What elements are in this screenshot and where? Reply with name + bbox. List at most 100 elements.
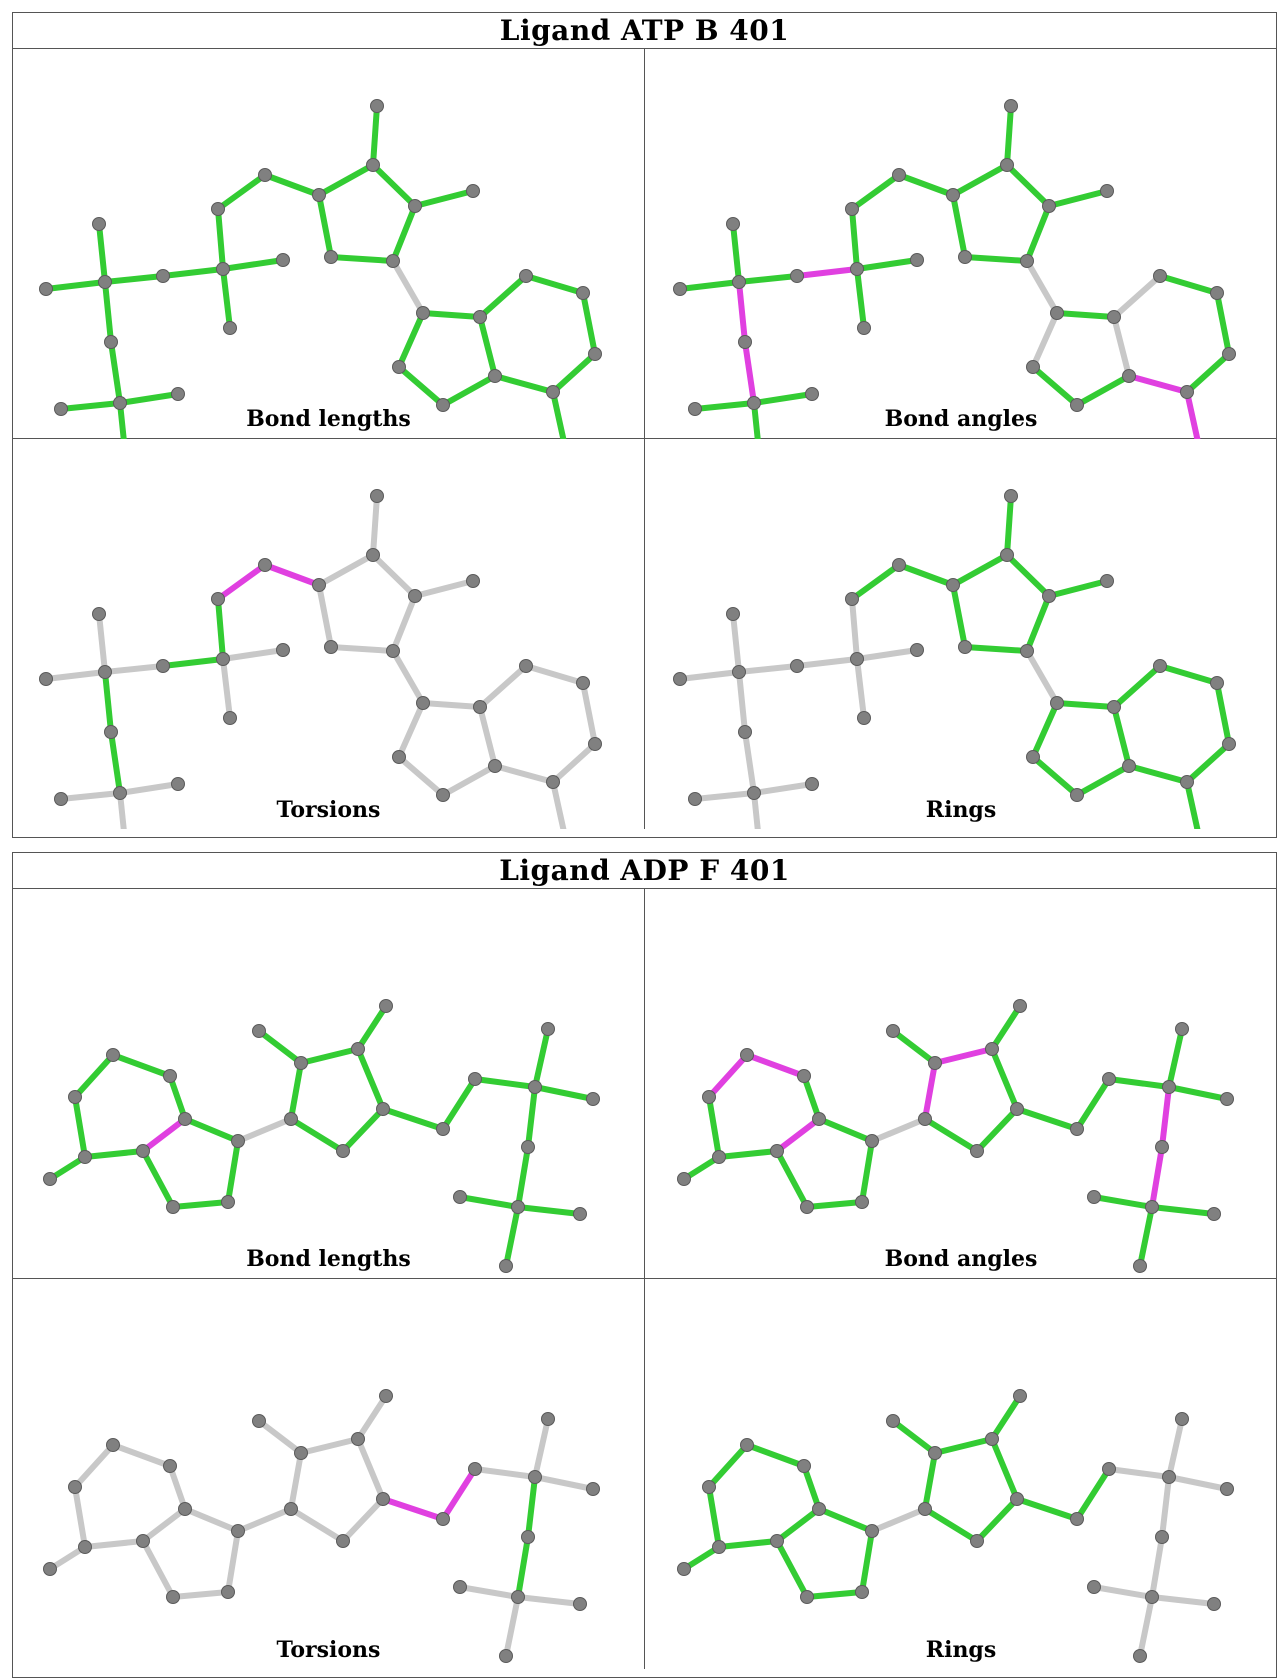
atom: [211, 592, 225, 606]
atom: [392, 360, 406, 374]
bond: [288, 1116, 346, 1154]
atom: [586, 1482, 600, 1496]
bond: [1030, 310, 1060, 370]
bond: [72, 1442, 116, 1490]
atom: [928, 1446, 942, 1460]
bond: [390, 258, 426, 316]
molecule-diagram: [673, 99, 1236, 439]
bond: [355, 1436, 386, 1502]
bond: [677, 279, 742, 292]
bond: [288, 1506, 346, 1544]
bond: [744, 1052, 807, 1079]
bond: [370, 162, 418, 209]
bond: [328, 254, 396, 264]
atom: [136, 1534, 150, 1548]
atom: [688, 792, 702, 806]
bond: [922, 1450, 938, 1512]
atom: [1155, 1140, 1169, 1154]
bond: [989, 1393, 1023, 1442]
atom: [588, 737, 602, 751]
bond: [220, 647, 286, 662]
bond: [110, 1052, 173, 1079]
bond: [370, 552, 418, 599]
bond: [170, 1589, 231, 1600]
atom-layer: [673, 99, 1236, 416]
atom: [1070, 398, 1084, 412]
bond-layer: [677, 103, 1232, 439]
atom-layer: [43, 999, 600, 1273]
bond: [220, 257, 286, 272]
bond: [215, 172, 268, 212]
bond: [477, 314, 498, 379]
atom: [1102, 1462, 1116, 1476]
bond: [440, 1466, 478, 1522]
atom: [511, 1200, 525, 1214]
atom: [1175, 1412, 1189, 1426]
bond: [950, 162, 1010, 198]
bond: [58, 400, 123, 412]
bond: [370, 103, 380, 168]
bond: [316, 192, 334, 260]
bond-layer: [43, 493, 598, 829]
bond: [869, 1506, 928, 1534]
atom: [379, 1389, 393, 1403]
bond: [804, 1199, 865, 1210]
atom: [865, 1134, 879, 1148]
bond: [457, 1194, 521, 1210]
atom: [1162, 1470, 1176, 1484]
atom: [1122, 759, 1136, 773]
atom: [468, 1072, 482, 1086]
panel-label: Bond lengths: [246, 1246, 411, 1272]
bond: [396, 754, 446, 798]
bond: [515, 1594, 583, 1607]
bond: [72, 1052, 116, 1100]
bond: [1030, 754, 1080, 798]
atom: [738, 335, 752, 349]
bond: [890, 1028, 938, 1066]
atom: [43, 1172, 57, 1186]
bond: [440, 373, 498, 408]
bond: [117, 790, 127, 829]
bond: [412, 578, 476, 599]
atom: [800, 1590, 814, 1604]
atom: [1100, 574, 1114, 588]
panel-bond-lengths: Bond lengths: [13, 49, 645, 439]
atom: [726, 607, 740, 621]
bond: [140, 1538, 176, 1600]
bond: [102, 273, 166, 285]
atom: [1100, 184, 1114, 198]
bond: [1074, 1466, 1112, 1522]
bond: [854, 656, 867, 721]
panel-label: Rings: [925, 1637, 997, 1663]
bond: [816, 1116, 875, 1144]
atom: [488, 759, 502, 773]
atom: [351, 1042, 365, 1056]
bond: [1054, 310, 1117, 320]
bond: [932, 1436, 995, 1456]
bond: [950, 582, 968, 650]
bond: [922, 1506, 980, 1544]
atom: [436, 1512, 450, 1526]
atom: [276, 253, 290, 267]
atom: [740, 1048, 754, 1062]
bond: [235, 1506, 294, 1534]
bond: [355, 1393, 389, 1442]
bond: [420, 310, 483, 320]
atom: [910, 643, 924, 657]
atom: [294, 1056, 308, 1070]
atom: [284, 1502, 298, 1516]
bond: [804, 1589, 865, 1600]
bond-layer: [47, 1393, 596, 1659]
atom: [166, 1590, 180, 1604]
atom: [1020, 644, 1034, 658]
atom: [770, 1144, 784, 1158]
atom: [1070, 788, 1084, 802]
atom: [104, 335, 118, 349]
bond: [515, 1144, 531, 1210]
bond: [751, 781, 815, 796]
bond: [1091, 1194, 1155, 1210]
atom: [1013, 1389, 1027, 1403]
atom: [294, 1446, 308, 1460]
atom: [541, 1412, 555, 1426]
atom: [252, 1024, 266, 1038]
